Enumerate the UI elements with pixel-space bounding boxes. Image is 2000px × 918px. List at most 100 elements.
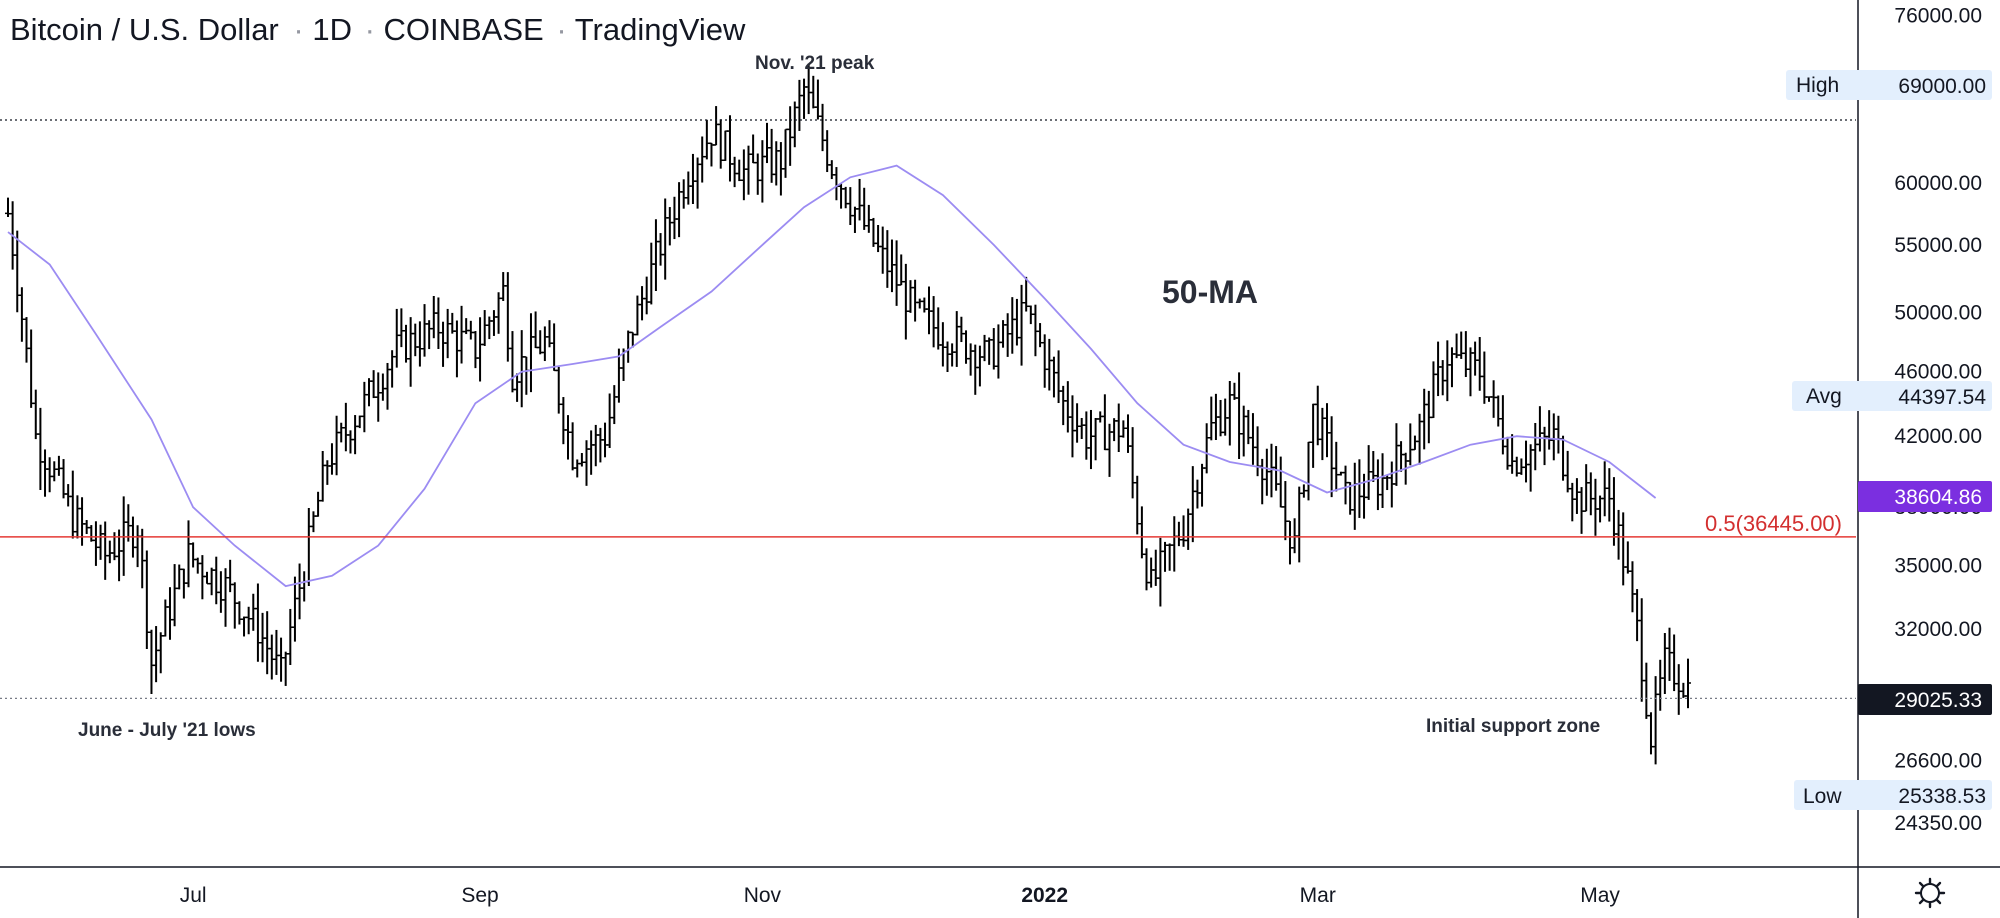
price-bar — [555, 366, 562, 414]
price-bar — [1583, 464, 1590, 512]
symbol-name: Bitcoin / U.S. Dollar — [10, 12, 279, 47]
time-tick: Nov — [744, 884, 782, 907]
price-tick: 76000.00 — [1894, 4, 1982, 27]
time-tick: Sep — [461, 884, 498, 907]
price-bar — [847, 187, 854, 226]
price-bar — [916, 298, 923, 309]
price-bar — [569, 422, 576, 471]
price-bar — [1333, 441, 1340, 492]
price-bar — [861, 187, 868, 230]
price-bar — [726, 115, 733, 182]
price-bar — [1393, 423, 1400, 486]
price-bar — [972, 344, 979, 395]
price-bar — [1268, 443, 1275, 498]
price-bar — [1458, 331, 1465, 359]
price-bar — [440, 321, 447, 367]
avg-badge: Avg 44397.54 — [1792, 381, 1992, 411]
price-bar — [338, 422, 345, 443]
price-bar — [1328, 416, 1335, 498]
price-bar — [634, 295, 641, 336]
price-bar — [731, 156, 738, 188]
price-bar — [527, 313, 534, 393]
price-bar — [796, 79, 803, 131]
chart-title: Bitcoin / U.S. Dollar · 1D · COINBASE · … — [10, 12, 746, 47]
price-bar — [1374, 459, 1381, 511]
price-bar — [1189, 466, 1196, 543]
price-bar — [1092, 418, 1099, 461]
time-axis[interactable]: Jul Sep Nov 2022 Mar May — [180, 884, 1621, 907]
price-bar — [689, 153, 696, 205]
annotation-peak: Nov. '21 peak — [755, 53, 875, 74]
settings-gear-icon[interactable] — [1914, 877, 1946, 909]
price-bar — [930, 296, 937, 348]
fib-level-label: 0.5(36445.00) — [1705, 511, 1842, 536]
price-bar — [477, 317, 484, 382]
price-bar — [1411, 435, 1418, 451]
price-bar — [1171, 516, 1178, 572]
price-bar — [407, 317, 414, 387]
price-bar — [1254, 426, 1261, 477]
price-bar — [1685, 658, 1691, 709]
price-bar — [398, 308, 405, 348]
price-bar — [676, 182, 683, 238]
price-bar — [1370, 451, 1377, 482]
price-bar — [902, 263, 909, 340]
price-bar — [1666, 627, 1673, 681]
price-tick: 55000.00 — [1894, 234, 1982, 257]
price-bar — [1536, 406, 1543, 452]
price-bar — [1587, 472, 1594, 516]
price-bar — [69, 470, 76, 539]
price-bar — [490, 310, 497, 336]
price-bar — [694, 157, 701, 209]
price-bar — [1296, 486, 1303, 563]
price-bar — [875, 225, 882, 253]
price-bar — [1074, 403, 1081, 443]
price-bar — [426, 320, 433, 350]
price-bar — [953, 311, 960, 367]
annotation-support: Initial support zone — [1426, 716, 1600, 737]
price-bar — [1550, 413, 1557, 461]
ma-50-line — [7, 164, 1657, 588]
price-bar — [1421, 388, 1428, 450]
price-bar — [597, 427, 604, 463]
price-bar — [1495, 395, 1502, 427]
price-bar — [1305, 441, 1312, 501]
price-bar — [23, 317, 30, 363]
price-bar — [333, 415, 340, 476]
source-label: TradingView — [575, 12, 746, 47]
price-bar — [14, 230, 21, 313]
price-bar — [134, 525, 141, 568]
price-bar — [944, 341, 951, 373]
price-bar — [537, 330, 544, 355]
price-bar — [1249, 413, 1256, 465]
price-bar — [231, 582, 238, 629]
price-bar — [990, 328, 997, 370]
price-bar — [824, 130, 831, 173]
price-bar — [1226, 381, 1233, 446]
price-bar — [1217, 399, 1224, 437]
price-bar — [981, 334, 988, 362]
price-bar — [541, 326, 548, 362]
price-bar — [236, 601, 243, 625]
price-bar — [1439, 360, 1446, 396]
price-bar — [949, 343, 956, 367]
price-bar — [639, 286, 646, 321]
price-bar — [139, 528, 146, 589]
price-bar — [671, 196, 678, 240]
price-bar — [245, 606, 252, 635]
price-bar — [1009, 297, 1016, 354]
price-tick: 32000.00 — [1894, 618, 1982, 641]
price-bar — [1069, 395, 1076, 458]
interval-label: 1D — [312, 12, 352, 47]
price-bar — [1166, 543, 1173, 571]
price-bar — [1671, 634, 1678, 692]
price-bar — [1504, 436, 1511, 470]
price-bar — [1643, 662, 1650, 719]
plot-area[interactable]: 0.5(36445.00) — [0, 63, 1856, 765]
price-bar — [1129, 427, 1136, 499]
price-bar — [1277, 456, 1284, 508]
price-tick: 26600.00 — [1894, 749, 1982, 772]
price-bar — [1310, 403, 1317, 468]
price-bar — [717, 119, 724, 169]
